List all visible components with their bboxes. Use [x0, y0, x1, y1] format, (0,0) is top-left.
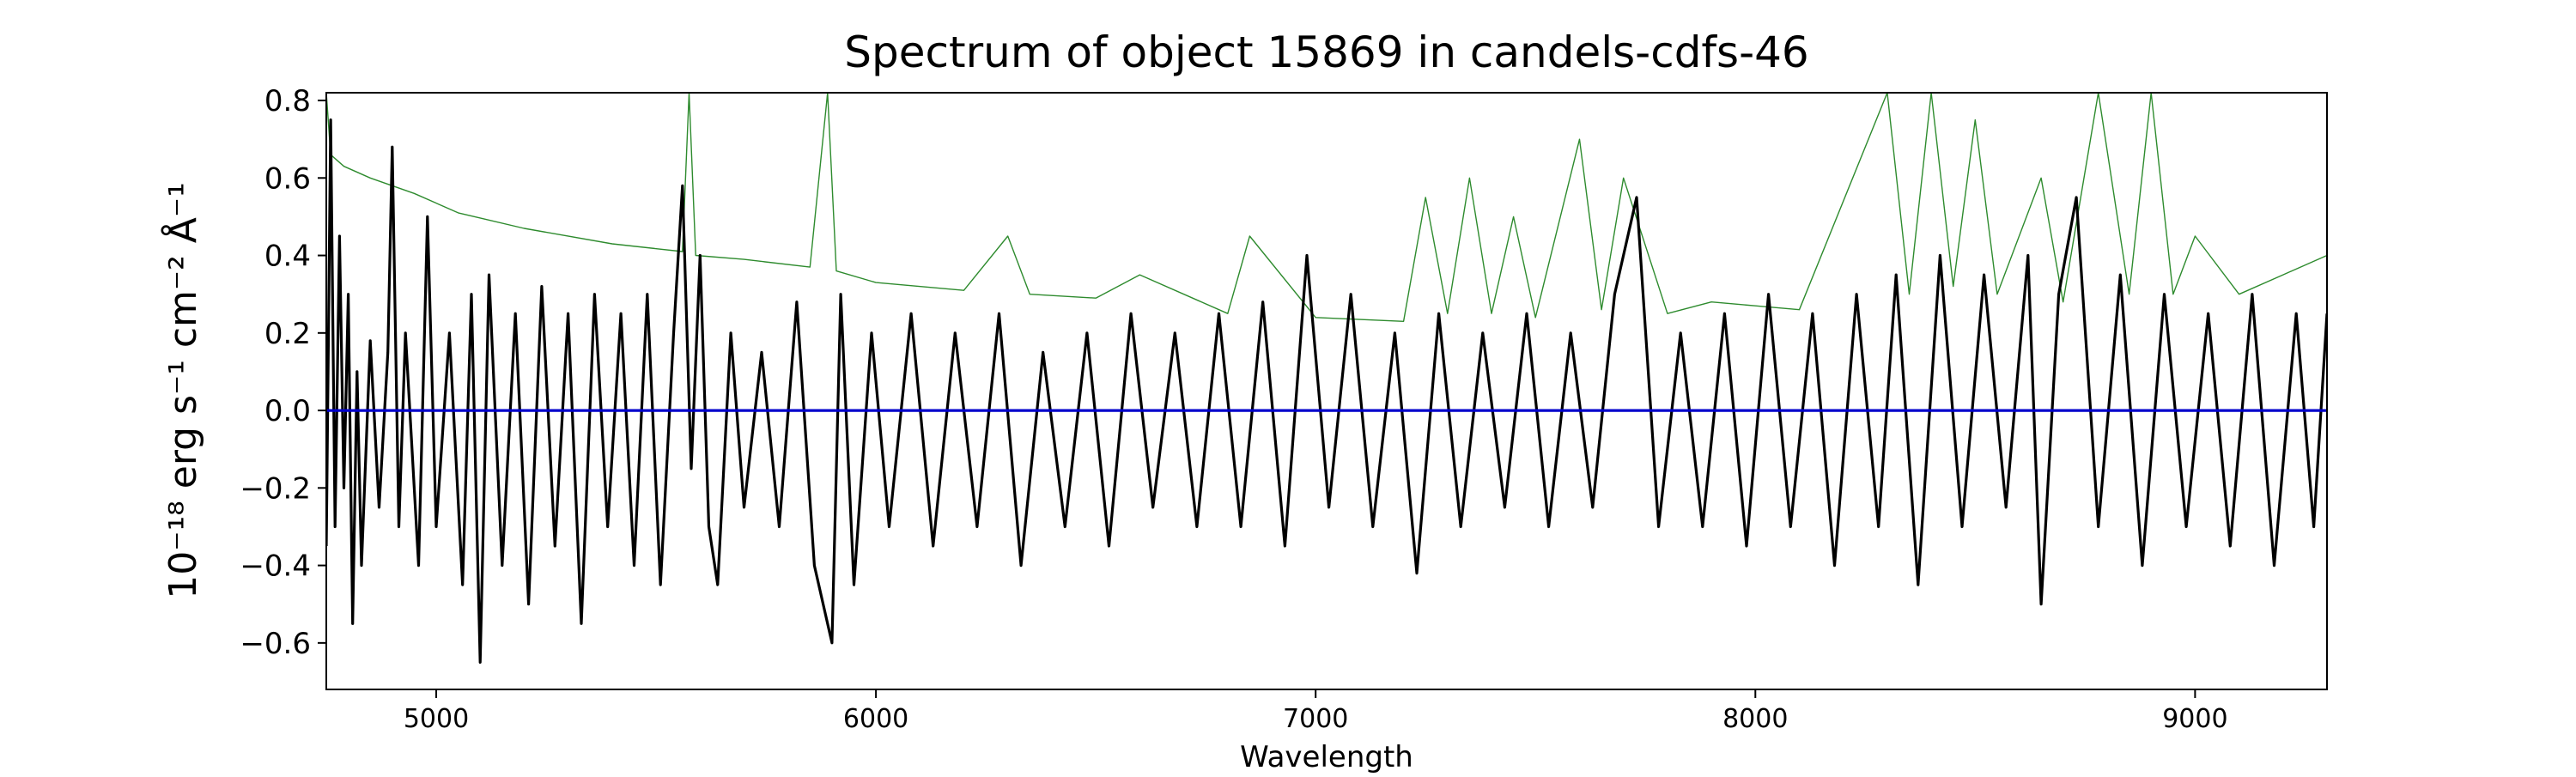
- series-line-1: [326, 93, 2327, 322]
- plot-area: 5000 6000 7000 8000 9000 −0.6 −0.4 −0.2 0.0 0.2 0.…: [240, 84, 2328, 734]
- x-tick-label: 9000: [2162, 704, 2227, 734]
- y-tick-label: 0.2: [264, 317, 311, 351]
- y-tick-label: −0.4: [240, 549, 311, 584]
- series-line-0: [326, 118, 2327, 664]
- x-tick-label: 5000: [404, 704, 469, 734]
- plot-frame: [325, 92, 2328, 690]
- chart-title: Spectrum of object 15869 in candels-cdfs…: [844, 27, 1809, 77]
- y-tick-label: 0.0: [264, 394, 311, 428]
- y-tick-label: −0.2: [240, 471, 311, 506]
- y-tick-label: 0.4: [264, 240, 311, 274]
- y-axis-label: 10⁻¹⁸ erg s⁻¹ cm⁻² Å⁻¹: [160, 182, 205, 598]
- x-tick-label: 6000: [843, 704, 908, 734]
- y-tick-label: 0.6: [264, 161, 311, 196]
- x-axis-label: Wavelength: [1240, 740, 1413, 773]
- y-tick-label: −0.6: [240, 627, 311, 661]
- x-tick-label: 8000: [1722, 704, 1788, 734]
- x-tick-label: 7000: [1283, 704, 1348, 734]
- y-tick-label: 0.8: [264, 84, 311, 118]
